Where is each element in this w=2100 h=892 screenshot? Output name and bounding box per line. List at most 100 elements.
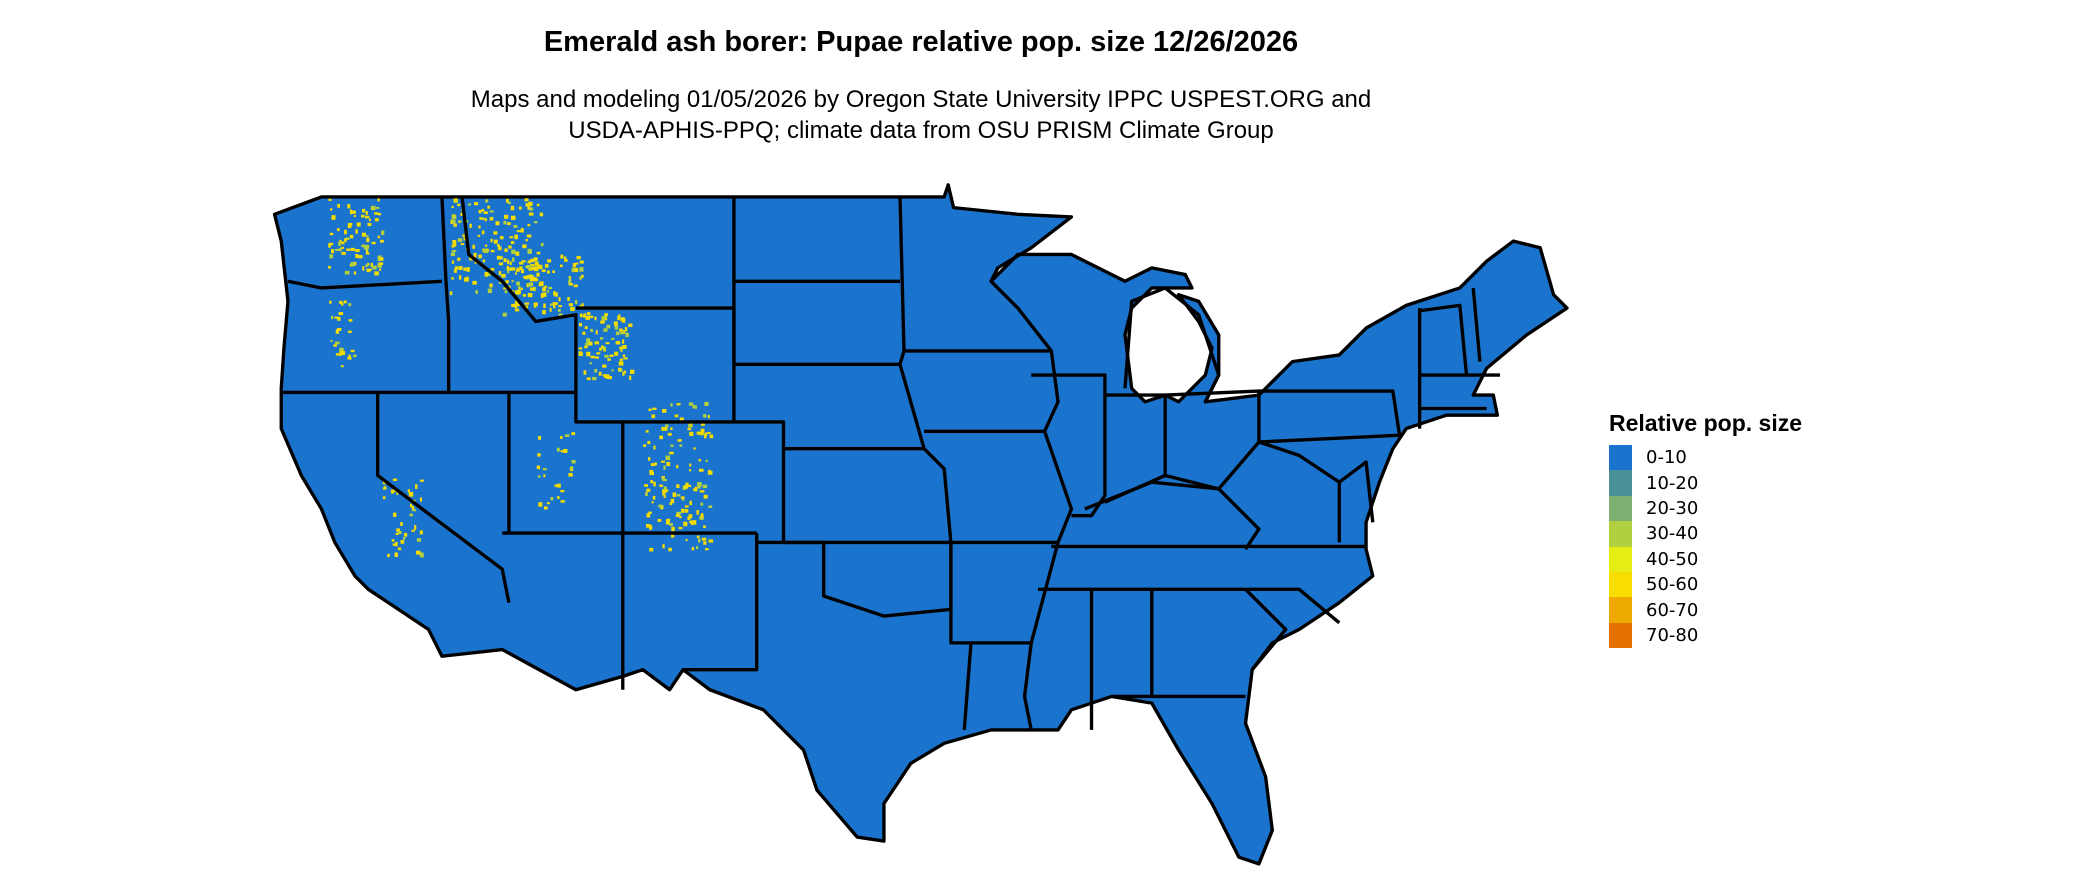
speckle xyxy=(704,434,707,439)
speckle xyxy=(594,341,600,345)
speckle xyxy=(604,313,608,317)
speckle xyxy=(605,374,610,379)
speckle xyxy=(554,293,558,297)
speckle xyxy=(404,532,408,537)
speckle xyxy=(335,248,340,252)
speckle xyxy=(620,349,623,353)
speckle xyxy=(340,350,346,356)
speckle xyxy=(615,341,621,345)
speckle xyxy=(507,201,511,205)
speckle xyxy=(537,475,541,478)
speckle xyxy=(356,222,361,227)
speckle xyxy=(396,528,400,533)
speckle xyxy=(564,434,570,437)
speckle xyxy=(329,254,334,259)
speckle xyxy=(478,254,482,259)
speckle xyxy=(651,501,654,504)
speckle xyxy=(337,316,341,321)
speckle xyxy=(485,199,489,203)
speckle xyxy=(350,262,356,267)
speckle xyxy=(343,300,347,304)
speckle xyxy=(701,537,707,541)
speckle xyxy=(648,408,652,412)
speckle xyxy=(382,487,387,490)
speckle xyxy=(514,308,520,312)
legend-item: 60-70 xyxy=(1609,597,1802,623)
speckle xyxy=(662,491,665,496)
speckle xyxy=(516,230,522,233)
speckle xyxy=(689,520,692,524)
speckle xyxy=(371,241,376,245)
speckle xyxy=(583,313,586,318)
speckle xyxy=(458,275,462,280)
speckle xyxy=(378,268,382,271)
legend-swatch xyxy=(1609,445,1632,471)
speckle xyxy=(451,244,455,248)
speckle xyxy=(392,543,397,546)
speckle xyxy=(366,237,370,243)
speckle xyxy=(646,513,651,518)
speckle xyxy=(344,229,347,235)
speckle xyxy=(515,251,520,256)
speckle xyxy=(484,272,489,277)
speckle xyxy=(366,268,370,273)
legend-label: 70-80 xyxy=(1646,624,1699,646)
speckle xyxy=(511,249,516,255)
speckle xyxy=(392,478,398,482)
speckle xyxy=(534,261,539,267)
subtitle-line-2: USDA-APHIS-PPQ; climate data from OSU PR… xyxy=(568,117,1274,144)
speckle xyxy=(498,271,502,276)
speckle xyxy=(598,371,602,376)
speckle xyxy=(698,538,701,543)
speckle xyxy=(662,544,665,549)
speckle xyxy=(694,405,698,409)
speckle xyxy=(647,440,651,445)
speckle xyxy=(560,489,565,493)
speckle xyxy=(499,236,504,240)
speckle xyxy=(604,354,609,358)
speckle xyxy=(484,244,488,247)
speckle xyxy=(600,337,604,340)
speckle xyxy=(538,436,542,440)
speckle xyxy=(409,513,413,517)
speckle xyxy=(335,329,340,334)
speckle xyxy=(564,256,567,259)
speckle xyxy=(685,538,688,541)
speckle xyxy=(672,492,677,498)
speckle xyxy=(395,541,398,547)
speckle xyxy=(490,249,495,253)
speckle xyxy=(503,258,507,263)
speckle xyxy=(560,254,564,259)
speckle xyxy=(536,465,541,470)
speckle xyxy=(533,302,538,307)
speckle xyxy=(334,341,340,345)
speckle xyxy=(330,249,335,254)
speckle xyxy=(345,237,350,241)
speckle xyxy=(377,212,382,216)
speckle xyxy=(548,259,551,263)
speckle xyxy=(391,539,395,542)
speckle xyxy=(604,318,608,321)
speckle xyxy=(339,351,342,357)
speckle xyxy=(374,271,379,276)
speckle xyxy=(486,272,491,277)
speckle xyxy=(658,504,663,508)
speckle xyxy=(683,521,688,527)
speckle xyxy=(506,198,509,203)
speckle xyxy=(619,358,623,361)
speckle xyxy=(653,481,656,487)
speckle xyxy=(338,241,341,247)
legend-label: 20-30 xyxy=(1646,497,1699,519)
speckle xyxy=(337,203,340,208)
speckle xyxy=(501,273,506,278)
speckle xyxy=(652,495,656,500)
speckle xyxy=(529,274,533,279)
speckle xyxy=(568,279,572,284)
speckle xyxy=(663,486,667,490)
speckle xyxy=(329,232,334,236)
speckle xyxy=(546,502,550,505)
speckle xyxy=(453,198,458,203)
speckle xyxy=(334,316,339,319)
speckle xyxy=(454,266,459,270)
